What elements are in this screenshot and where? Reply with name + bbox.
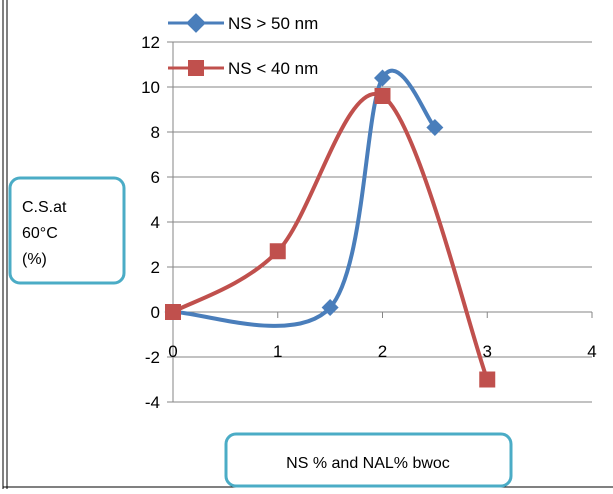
y-tick-label-4: 4	[151, 213, 160, 232]
x-axis-label: NS % and NAL% bwoc	[286, 455, 450, 472]
y-tick-label-8: -4	[145, 393, 160, 412]
x-axis-label-box	[224, 432, 513, 488]
point-series-1-1	[269, 243, 286, 260]
legend-marker-series-0	[186, 13, 206, 33]
legend-item-series-0: NS > 50 nm	[168, 13, 318, 33]
y-tick-label-7: -2	[145, 348, 160, 367]
point-series-0-1	[321, 299, 339, 316]
x-tick-label-4: 4	[587, 342, 596, 361]
legend-item-series-1: NS < 40 nm	[168, 59, 318, 78]
y-tick-labels: 12 10 8 6 4 2 0 -2 -4	[141, 33, 160, 412]
y-tick-label-5: 2	[151, 258, 160, 277]
x-tick-label-3: 3	[483, 342, 492, 361]
point-series-1-3	[479, 371, 496, 388]
y-axis-label-callout: C.S.at 60°C (%)	[8, 176, 126, 285]
y-axis-label-line-2: (%)	[22, 251, 47, 268]
series-markers	[164, 69, 496, 388]
legend-label-series-1: NS < 40 nm	[228, 59, 318, 78]
legend: NS > 50 nm NS < 40 nm	[168, 13, 318, 78]
y-axis-label-line-1: 60°C	[22, 225, 58, 242]
series-lines	[171, 68, 490, 382]
series-line-1	[171, 91, 490, 382]
y-tick-label-0: 12	[141, 33, 160, 52]
y-tick-label-3: 6	[151, 168, 160, 187]
y-tick-label-6: 0	[151, 303, 160, 322]
legend-label-series-0: NS > 50 nm	[228, 14, 318, 33]
gridlines	[173, 41, 592, 403]
x-tick-label-0: 0	[168, 342, 177, 361]
point-series-0-2	[374, 69, 391, 87]
y-tick-label-1: 10	[141, 78, 160, 97]
x-axis-label-callout: NS % and NAL% bwoc	[224, 432, 513, 488]
legend-marker-series-1	[188, 60, 204, 76]
y-axis-label: C.S.at 60°C (%)	[22, 199, 67, 268]
y-tick-label-2: 8	[151, 123, 160, 142]
x-tick-label-2: 2	[378, 342, 387, 361]
point-series-1-0	[165, 304, 181, 320]
x-tick-labels: 0 1 2 3 4	[168, 342, 596, 361]
x-tick-label-1: 1	[273, 342, 282, 361]
y-axis-label-line-0: C.S.at	[22, 199, 67, 216]
series-line-0	[171, 68, 437, 328]
y-axis-label-box	[8, 176, 126, 285]
point-series-0-3	[426, 119, 444, 136]
point-series-1-2	[374, 88, 391, 104]
